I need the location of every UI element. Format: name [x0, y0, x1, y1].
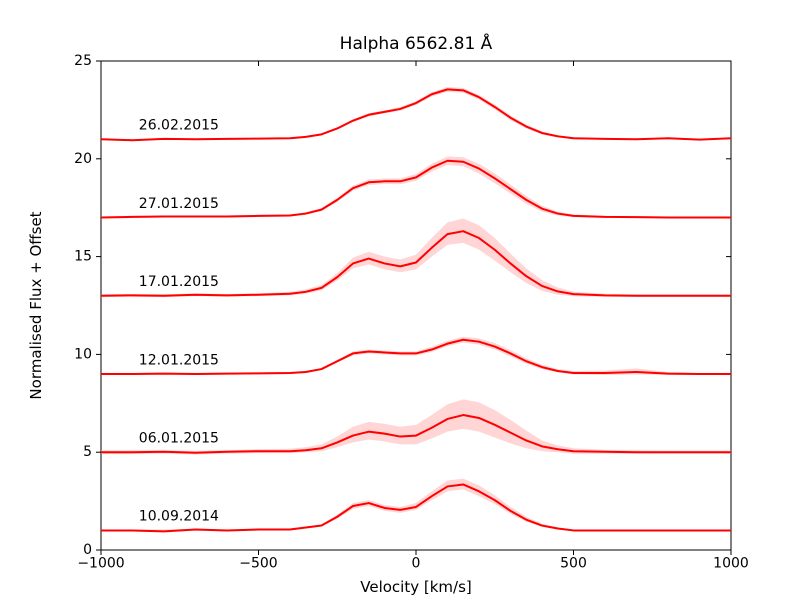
- y-tick-label: 0: [83, 542, 92, 558]
- x-tick-label: 500: [560, 556, 587, 572]
- line-chart-svg: −1000−500050010000510152025Halpha 6562.8…: [0, 0, 812, 612]
- chart-container: −1000−500050010000510152025Halpha 6562.8…: [0, 0, 812, 612]
- series-label: 17.01.2015: [139, 274, 219, 290]
- y-tick-label: 15: [74, 249, 92, 265]
- y-tick-label: 20: [74, 151, 92, 167]
- y-tick-label: 5: [83, 444, 92, 460]
- x-tick-label: −500: [239, 556, 277, 572]
- series-label: 26.02.2015: [139, 118, 219, 134]
- series-label: 10.09.2014: [139, 509, 219, 525]
- x-tick-label: 0: [412, 556, 421, 572]
- x-tick-label: 1000: [713, 556, 749, 572]
- series-label: 27.01.2015: [139, 196, 219, 212]
- chart-title: Halpha 6562.81 Å: [340, 32, 493, 54]
- y-tick-label: 25: [74, 53, 92, 69]
- series-label: 12.01.2015: [139, 352, 219, 368]
- y-axis-label: Normalised Flux + Offset: [27, 211, 45, 399]
- x-axis-label: Velocity [km/s]: [360, 578, 471, 596]
- series-label: 06.01.2015: [139, 431, 219, 447]
- y-tick-label: 10: [74, 346, 92, 362]
